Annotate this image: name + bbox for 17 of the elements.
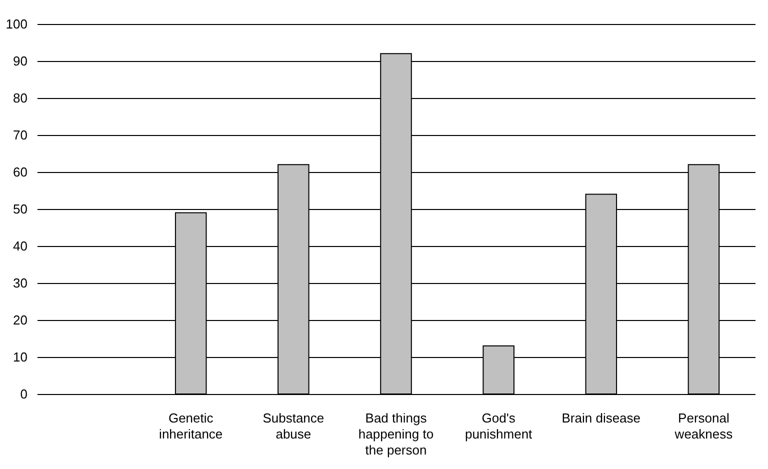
y-tick-label: 30	[13, 276, 28, 290]
y-tick-label: 90	[13, 54, 28, 68]
y-tick-label: 80	[13, 90, 28, 106]
y-tick-label: 20	[13, 312, 28, 328]
y-tick-label: 60	[13, 164, 28, 180]
y-tick-label: 100	[6, 16, 28, 32]
y-tick-label: 70	[13, 128, 28, 142]
x-tick-label: Brain disease	[562, 410, 641, 426]
y-tick-label: 0	[20, 386, 28, 402]
x-tick-label: Personal weakness	[674, 410, 734, 442]
y-tick-label: 40	[13, 238, 28, 254]
x-tick-label: Genetic inheritance	[159, 410, 223, 442]
y-tick-label: 10	[13, 350, 28, 364]
x-tick-label: God's punishment	[464, 410, 533, 442]
x-tick-label: Substance abuse	[262, 410, 324, 442]
x-tick-label: Bad things happening to the person	[358, 410, 434, 458]
y-tick-label: 50	[13, 202, 28, 216]
